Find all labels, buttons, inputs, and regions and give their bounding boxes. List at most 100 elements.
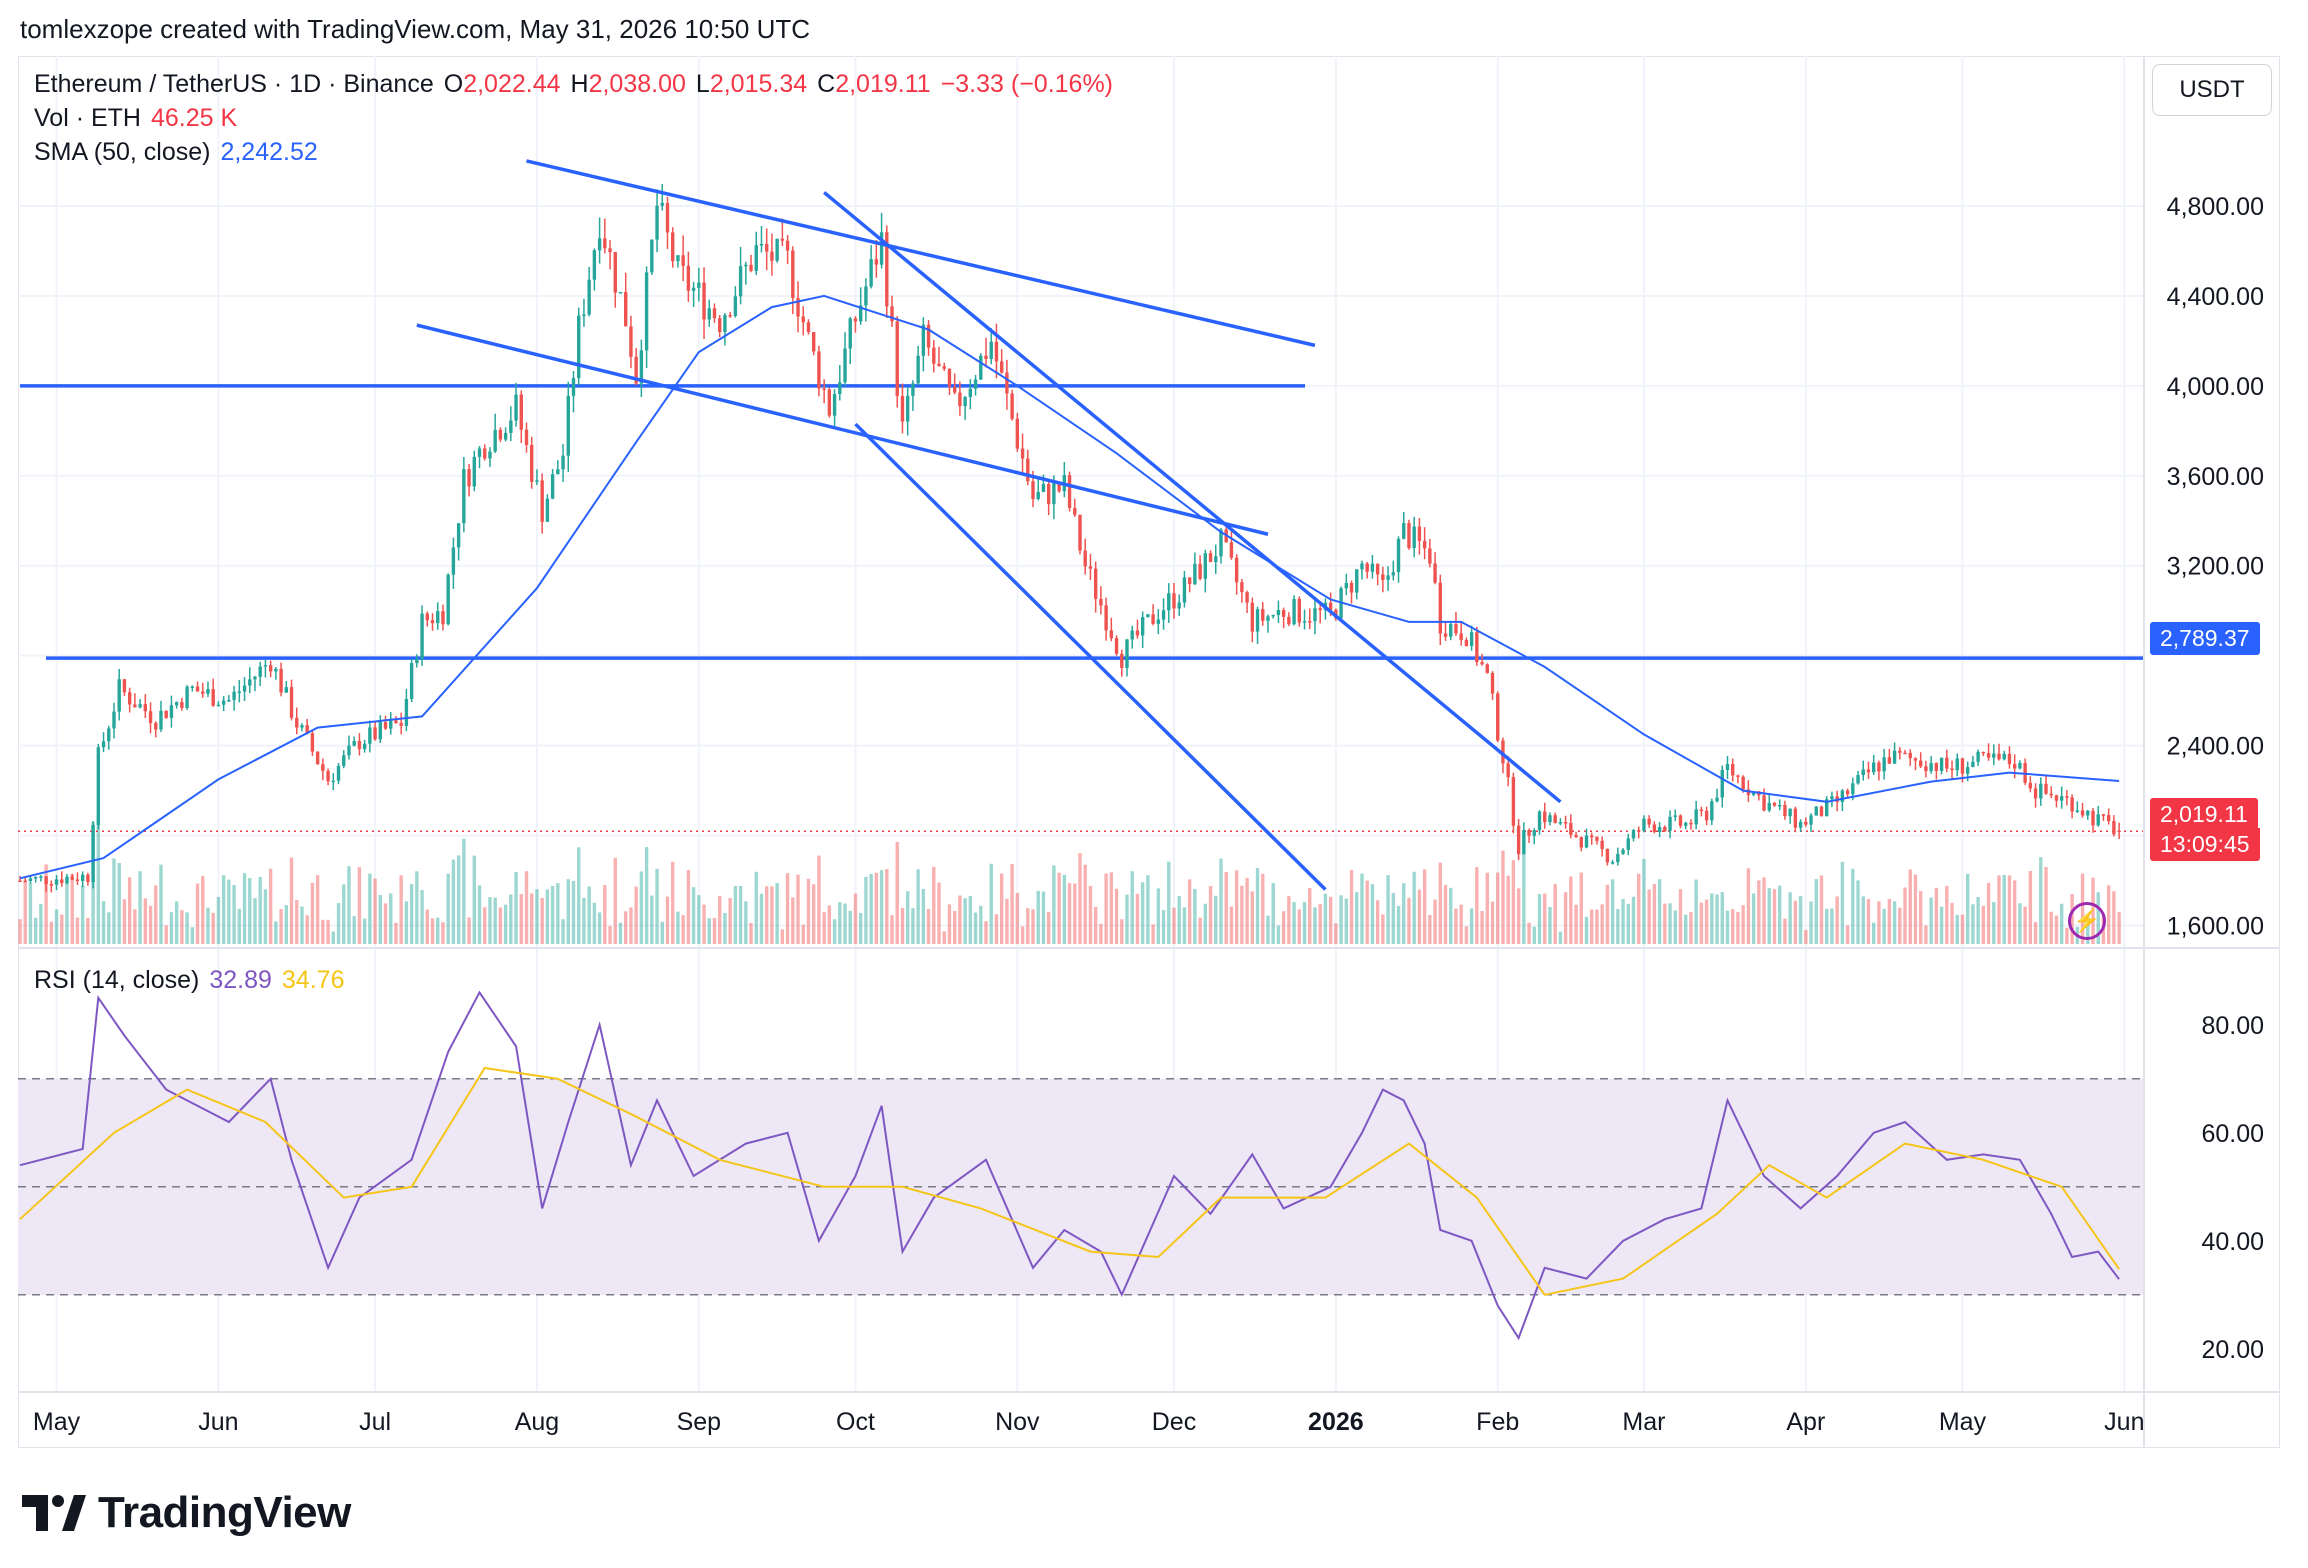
candle-body <box>832 393 837 416</box>
volume-bar <box>1830 908 1834 944</box>
price-tick-label: 1,600.00 <box>2167 913 2264 941</box>
candle-body <box>1219 529 1223 557</box>
volume-bar <box>822 912 826 944</box>
candle-body <box>1725 764 1730 771</box>
volume-bar <box>958 895 962 944</box>
volume-bar <box>1642 858 1646 944</box>
volume-bar <box>143 898 148 944</box>
volume-bar <box>1438 862 1442 944</box>
volume-bar <box>39 903 43 944</box>
volume-bar <box>1511 860 1516 944</box>
volume-bar <box>801 924 805 944</box>
volume-bar <box>289 857 294 944</box>
volume-bar <box>994 914 999 944</box>
time-tick-label: Oct <box>836 1408 875 1436</box>
open-value: 2,022.44 <box>463 70 561 98</box>
candle-body <box>195 686 200 692</box>
volume-bar <box>1099 923 1103 944</box>
lightning-icon[interactable]: ⚡ <box>2068 902 2106 940</box>
volume-bar <box>368 873 372 944</box>
volume-bar <box>462 838 466 944</box>
symbol-label[interactable]: Ethereum / TetherUS · 1D · Binance <box>34 70 434 98</box>
candle-body <box>1313 608 1317 622</box>
candle-body <box>493 429 497 452</box>
candle-body <box>1449 623 1453 637</box>
volume-bar <box>1020 926 1025 944</box>
volume-bar <box>1584 916 1589 944</box>
volume-bar <box>169 912 174 944</box>
candle-body <box>1381 574 1385 580</box>
volume-bar <box>195 883 200 944</box>
candle-body <box>389 720 393 729</box>
candle-body <box>937 363 941 367</box>
candle-body <box>592 250 597 280</box>
volume-bar <box>2023 906 2027 944</box>
candle-body <box>1475 632 1479 663</box>
volume-bar <box>389 893 393 944</box>
volume-bar <box>1610 879 1615 944</box>
volume-bar <box>1934 887 1939 944</box>
candle-body <box>1172 593 1176 609</box>
volume-bar <box>2049 911 2053 944</box>
volume-bar <box>1793 900 1798 944</box>
candle-body <box>738 266 743 297</box>
volume-bar <box>1088 885 1093 944</box>
tradingview-logo[interactable]: TradingView <box>22 1488 351 1538</box>
candle-body <box>1031 481 1035 500</box>
volume-bar <box>1323 893 1328 944</box>
candle-body <box>96 747 101 825</box>
close-value: 2,019.11 <box>835 70 931 98</box>
sma-legend[interactable]: SMA (50, close) 2,242.52 <box>34 138 328 167</box>
candle-body <box>1412 526 1416 549</box>
volume-bar <box>1971 904 1975 944</box>
candle-body <box>1386 575 1390 580</box>
currency-selector[interactable]: USDT <box>2152 64 2272 116</box>
volume-bar <box>1078 853 1082 944</box>
volume-bar <box>1856 880 1860 944</box>
candle-body <box>28 878 33 882</box>
candle-body <box>1522 829 1526 855</box>
volume-bar <box>723 912 727 944</box>
rsi-legend[interactable]: RSI (14, close) 32.89 34.76 <box>34 966 354 995</box>
volume-bar <box>347 866 351 944</box>
candle-body <box>206 689 210 694</box>
volume-bar <box>394 922 398 944</box>
volume-bar <box>1365 880 1369 944</box>
low-value: 2,015.34 <box>709 70 808 98</box>
candle-body <box>18 880 22 883</box>
candle-body <box>1673 815 1677 817</box>
volume-bar <box>1496 872 1500 944</box>
volume-bar <box>472 855 476 944</box>
volume-legend[interactable]: Vol · ETH 46.25 K <box>34 104 247 133</box>
volume-bar <box>1851 868 1855 944</box>
candle-body <box>644 272 649 351</box>
candle-body <box>279 668 283 693</box>
volume-bar <box>1783 918 1787 944</box>
volume-bar <box>1339 895 1343 944</box>
candle-body <box>342 755 346 766</box>
volume-bar <box>1516 888 1521 944</box>
volume-bar <box>2012 880 2017 944</box>
candle-body <box>811 332 816 352</box>
volume-bar <box>1684 914 1688 944</box>
volume-bar <box>624 911 628 944</box>
volume-bar <box>738 885 743 944</box>
volume-bar <box>1898 907 1902 944</box>
candle-body <box>2080 810 2085 816</box>
volume-bar <box>1678 889 1683 944</box>
volume-bar <box>973 912 978 944</box>
volume-bar <box>1710 893 1714 944</box>
volume-bar <box>1804 929 1808 944</box>
rsi-value: 32.89 <box>209 966 272 994</box>
candle-body <box>1422 540 1427 549</box>
change-value: −3.33 (−0.16%) <box>940 70 1114 98</box>
candle-body <box>2065 796 2069 798</box>
volume-bar <box>23 880 27 944</box>
candle-body <box>723 314 727 332</box>
candle-body <box>1543 811 1547 823</box>
volume-bar <box>1151 924 1155 944</box>
volume-bar <box>577 847 581 944</box>
volume-bar <box>963 898 967 944</box>
volume-bar <box>629 907 633 944</box>
